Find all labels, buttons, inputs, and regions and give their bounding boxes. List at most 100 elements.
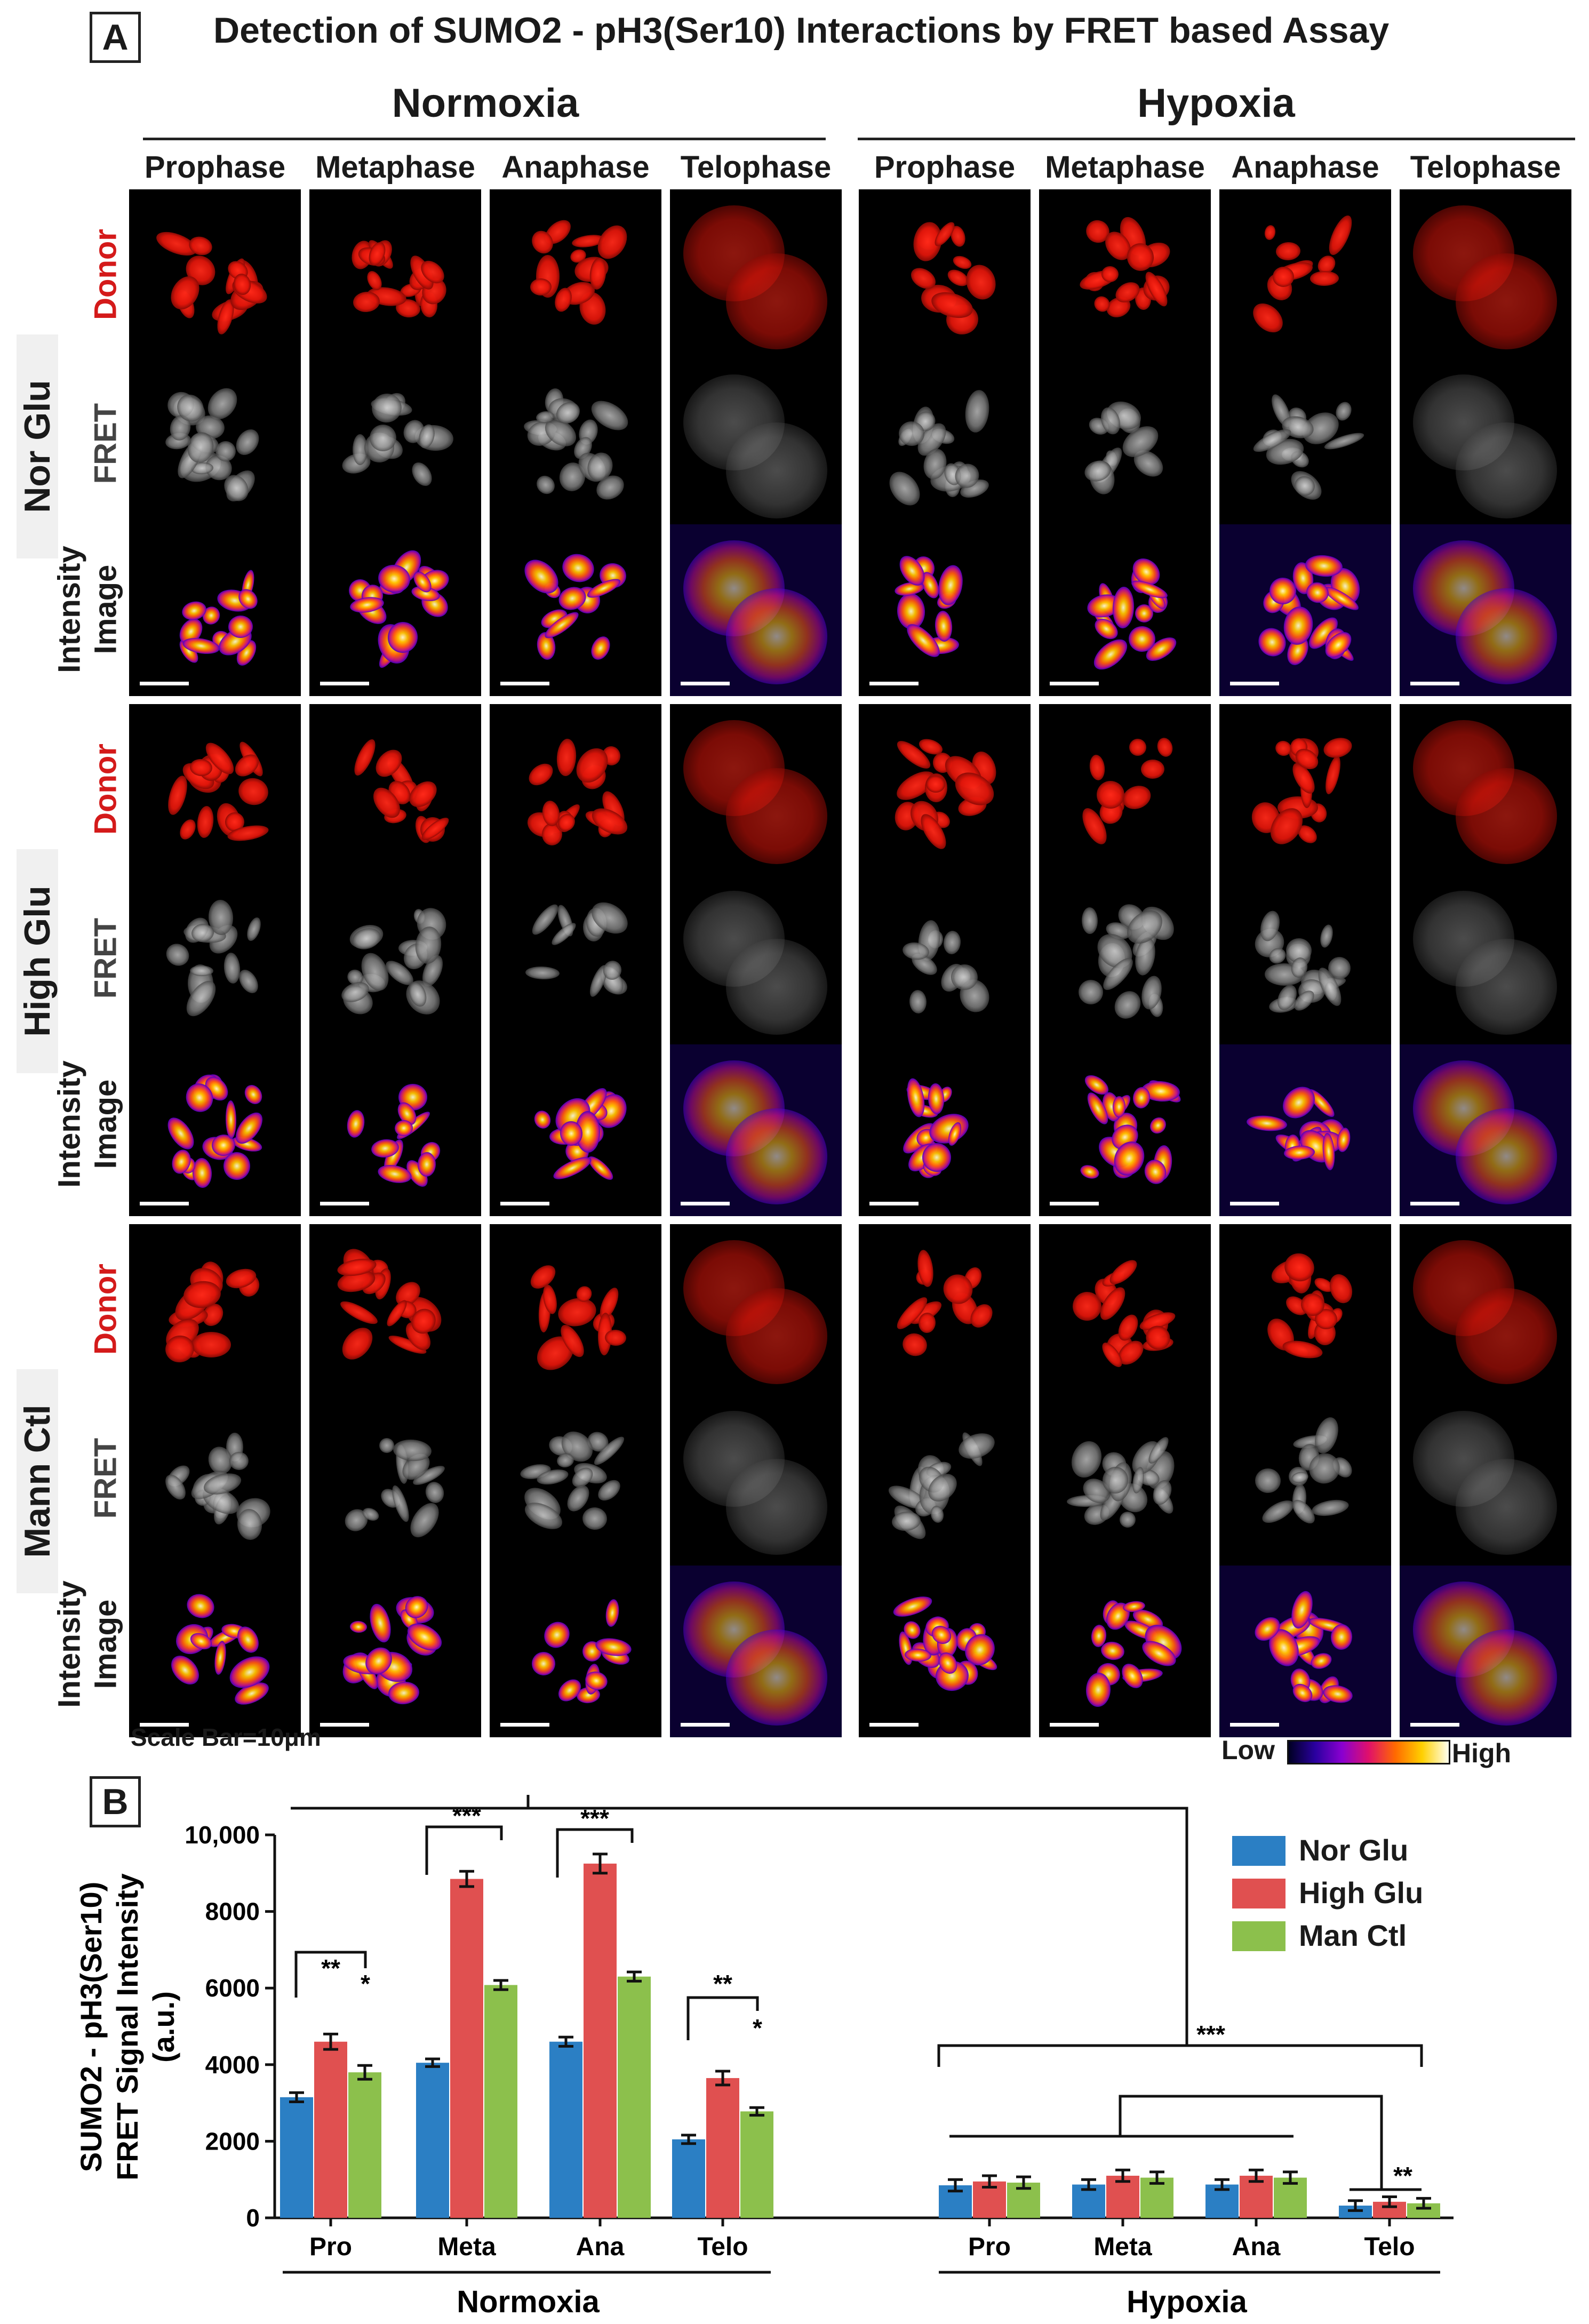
legend-swatch-nor-glu [1232, 1836, 1285, 1866]
bracket-pro [294, 1951, 367, 1998]
bar-man-ctl [740, 2111, 773, 2218]
scale-bar [500, 1723, 549, 1727]
x-tick-label: Meta [1093, 2233, 1152, 2261]
intensity-image-tile [1039, 1044, 1211, 1216]
group-label-0: Nor Glu [17, 334, 58, 558]
bracket-telo [686, 1996, 759, 2040]
scale-bar [1410, 682, 1459, 685]
bar-nor-glu [549, 2041, 582, 2218]
significance-stars: *** [452, 1802, 481, 1830]
y-tick-label: 6000 [205, 1974, 260, 2002]
donor-row-label: Donor [88, 744, 123, 835]
significance-stars: *** [1196, 2020, 1225, 2048]
fret-image-tile [859, 1395, 1031, 1567]
donor-image-tile [1039, 189, 1211, 361]
intensity-image-tile [670, 1044, 842, 1216]
intensity-image-tile [859, 1566, 1031, 1737]
fret-image-tile [1219, 875, 1391, 1047]
intensity-image-tile [670, 524, 842, 696]
donor-image-tile [1039, 704, 1211, 876]
intensity-row-label-line2: Image [88, 1079, 123, 1169]
x-tick-label: Pro [968, 2233, 1011, 2261]
bar-nor-glu [672, 2139, 705, 2218]
intensity-image-tile [1039, 1566, 1211, 1737]
bar-nor-glu [416, 2063, 449, 2218]
intensity-image-tile [859, 524, 1031, 696]
fret-image-tile [1039, 358, 1211, 530]
donor-row-label: Donor [88, 1264, 123, 1355]
scale-bar [1050, 1723, 1099, 1727]
fret-image-tile [1400, 875, 1571, 1047]
y-axis-label: (a.u.) [147, 1991, 180, 2063]
donor-image-tile [309, 704, 481, 876]
fret-image-tile [670, 1395, 842, 1567]
y-tick-label: 4000 [205, 2051, 260, 2079]
scale-bar [869, 1723, 919, 1727]
donor-image-tile [129, 189, 301, 361]
donor-image-tile [670, 704, 842, 876]
phase-header-7: Telophase [1410, 150, 1561, 185]
bracket-meta [425, 1825, 503, 1875]
scale-bar [1050, 1202, 1099, 1205]
donor-image-tile [490, 704, 661, 876]
intensity-image-tile [309, 1566, 481, 1737]
scale-bar [1410, 1202, 1459, 1205]
y-axis-label: SUMO2 - pH3(Ser10) [74, 1882, 108, 2173]
x-tick-label: Pro [309, 2233, 352, 2261]
donor-image-tile [490, 189, 661, 361]
fret-image-tile [1039, 875, 1211, 1047]
significance-stars: ** [1393, 2162, 1412, 2190]
fret-row-label: FRET [88, 403, 123, 484]
donor-image-tile [129, 704, 301, 876]
scale-bar [500, 1202, 549, 1205]
fret-image-tile [670, 358, 842, 530]
intensity-image-tile [490, 1044, 661, 1216]
scale-bar [1230, 682, 1279, 685]
bracket-hypoxia [937, 2044, 1423, 2067]
legend-label-man-ctl: Man Ctl [1299, 1919, 1407, 1952]
intensity-image-tile [859, 1044, 1031, 1216]
scale-bar [1230, 1723, 1279, 1727]
donor-image-tile [1400, 189, 1571, 361]
x-tick-label: Meta [437, 2233, 496, 2261]
donor-image-tile [1400, 1224, 1571, 1396]
scale-bar [140, 1202, 189, 1205]
fret-image-tile [490, 1395, 661, 1567]
phase-header-4: Prophase [874, 150, 1016, 185]
phase-header-2: Anaphase [501, 150, 650, 185]
phase-header-0: Prophase [144, 150, 286, 185]
intensity-image-tile [1039, 524, 1211, 696]
group-label-2: Mann Ctl [17, 1369, 58, 1593]
scale-bar [140, 682, 189, 685]
fret-image-tile [309, 875, 481, 1047]
bar-high-glu [314, 2041, 347, 2218]
panel-b-letter: B [90, 1776, 141, 1827]
lut-high-label: High [1452, 1738, 1512, 1768]
intensity-image-tile [1219, 524, 1391, 696]
x-tick-label: Telo [1364, 2233, 1415, 2261]
y-tick-label: 8000 [205, 1898, 260, 1926]
bar-nor-glu [280, 2097, 313, 2218]
fret-row-label: FRET [88, 1437, 123, 1519]
x-tick-label: Ana [1232, 2233, 1281, 2261]
intensity-image-tile [129, 524, 301, 696]
y-tick-label: 0 [246, 2204, 260, 2232]
fret-image-tile [859, 875, 1031, 1047]
bar-man-ctl [484, 1985, 517, 2218]
fret-image-tile [859, 358, 1031, 530]
bar-high-glu [450, 1879, 483, 2218]
donor-image-tile [859, 189, 1031, 361]
scale-bar [320, 1202, 369, 1205]
normoxia-underline [143, 138, 826, 140]
bar-high-glu [706, 2078, 739, 2218]
condition-hypoxia: Hypoxia [1137, 81, 1295, 126]
fret-row-label: FRET [88, 917, 123, 999]
bar-man-ctl [348, 2072, 381, 2218]
scale-bar [681, 1723, 730, 1727]
group-label-1: High Glu [17, 849, 58, 1073]
scale-bar [681, 1202, 730, 1205]
legend-label-nor-glu: Nor Glu [1299, 1833, 1409, 1867]
fret-image-tile [309, 358, 481, 530]
donor-image-tile [490, 1224, 661, 1396]
scale-bar [1050, 682, 1099, 685]
